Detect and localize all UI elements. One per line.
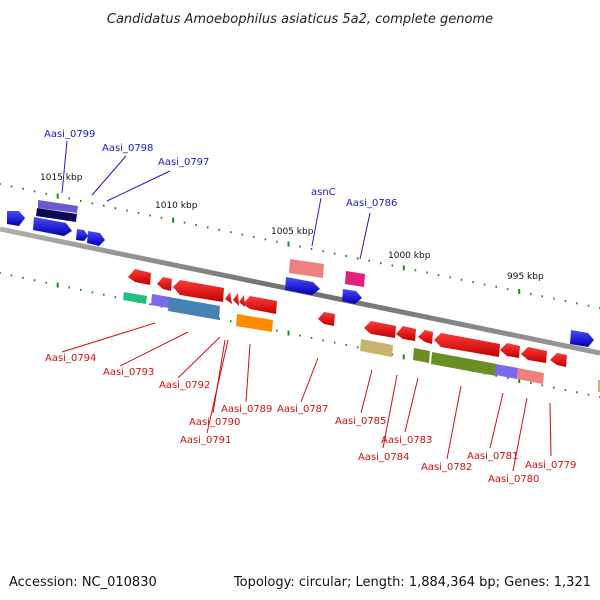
gene-label-aasi-0783[interactable]: Aasi_0783	[381, 435, 432, 446]
gene-feature[interactable]	[364, 321, 396, 338]
gene-feature[interactable]	[236, 314, 273, 332]
gene-label-aasi-0791[interactable]: Aasi_0791	[180, 435, 231, 446]
gene-feature[interactable]	[418, 330, 433, 344]
gene-label-aasi-0787[interactable]: Aasi_0787	[277, 404, 328, 415]
gene-feature[interactable]	[157, 277, 172, 291]
topology-summary: Topology: circular; Length: 1,884,364 bp…	[233, 575, 591, 590]
gene-feature[interactable]	[7, 211, 25, 226]
forward-features	[7, 200, 594, 347]
gene-label-aasi-0799[interactable]: Aasi_0799	[44, 129, 95, 140]
gene-feature[interactable]	[225, 292, 232, 304]
gene-label-aasi-0786[interactable]: Aasi_0786	[346, 198, 397, 209]
gene-label-aasi-0794[interactable]: Aasi_0794	[45, 353, 96, 364]
gene-feature[interactable]	[318, 312, 335, 326]
gene-feature[interactable]	[76, 229, 88, 241]
gene-feature[interactable]	[342, 289, 362, 304]
gene-label-aasi-0779[interactable]: Aasi_0779	[525, 460, 576, 471]
gene-feature[interactable]	[123, 292, 147, 304]
label-leader-lines	[61, 140, 552, 472]
gene-feature[interactable]	[517, 368, 544, 384]
gene-label-aasi-0781[interactable]: Aasi_0781	[467, 451, 518, 462]
gene-label-aasi-0792[interactable]: Aasi_0792	[159, 380, 210, 391]
gene-label-aasi-0784[interactable]: Aasi_0784	[358, 452, 409, 463]
gene-feature[interactable]	[289, 259, 324, 278]
scale-label-1010: 1010 kbp	[155, 201, 198, 211]
gene-feature[interactable]	[434, 333, 500, 357]
gene-label-asnc[interactable]: asnC	[311, 187, 336, 198]
map-title: Candidatus Amoebophilus asiaticus 5a2, c…	[107, 12, 493, 27]
gene-feature[interactable]	[33, 217, 72, 236]
gene-feature[interactable]	[495, 364, 518, 379]
scale-label-995: 995 kbp	[507, 272, 544, 282]
gene-label-aasi-0798[interactable]: Aasi_0798	[102, 143, 153, 154]
gene-feature[interactable]	[128, 269, 151, 285]
gene-feature[interactable]	[550, 353, 567, 367]
gene-feature[interactable]	[151, 294, 170, 308]
gene-feature[interactable]	[285, 277, 320, 295]
gene-feature[interactable]	[87, 231, 105, 246]
gene-label-aasi-0785[interactable]: Aasi_0785	[335, 416, 386, 427]
gene-feature[interactable]	[396, 326, 416, 341]
gene-feature[interactable]	[239, 295, 245, 307]
gene-feature[interactable]	[360, 339, 393, 357]
gene-label-aasi-0782[interactable]: Aasi_0782	[421, 462, 472, 473]
gene-feature[interactable]	[500, 343, 520, 358]
gene-feature[interactable]	[521, 347, 547, 363]
gene-label-aasi-0797[interactable]: Aasi_0797	[158, 157, 209, 168]
gene-label-aasi-0780[interactable]: Aasi_0780	[488, 474, 539, 485]
scale-label-1015: 1015 kbp	[40, 173, 83, 183]
scale-label-1000: 1000 kbp	[388, 251, 431, 261]
gene-feature[interactable]	[345, 271, 365, 287]
gene-label-aasi-0793[interactable]: Aasi_0793	[103, 367, 154, 378]
gene-label-aasi-0789[interactable]: Aasi_0789	[221, 404, 272, 415]
gene-feature[interactable]	[233, 293, 239, 306]
reverse-features	[123, 269, 600, 392]
gene-feature[interactable]	[431, 352, 497, 376]
scale-label-1005: 1005 kbp	[271, 227, 314, 237]
gene-feature[interactable]	[38, 200, 78, 213]
gene-feature[interactable]	[168, 297, 220, 320]
gene-feature[interactable]	[413, 348, 430, 363]
gene-label-aasi-0790[interactable]: Aasi_0790	[189, 417, 240, 428]
gene-feature[interactable]	[36, 208, 77, 222]
gene-feature[interactable]	[570, 330, 594, 347]
gene-feature[interactable]	[243, 296, 277, 314]
gene-feature[interactable]	[173, 280, 224, 302]
accession-text: Accession: NC_010830	[9, 575, 157, 590]
